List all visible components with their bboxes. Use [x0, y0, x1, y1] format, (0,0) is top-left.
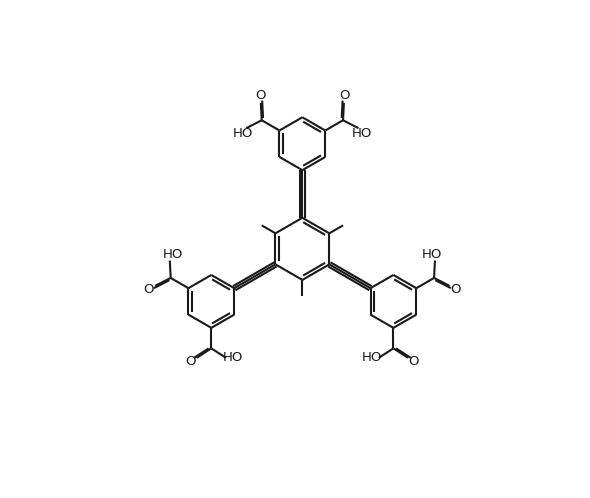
Text: O: O — [185, 355, 196, 368]
Text: O: O — [255, 89, 266, 102]
Text: O: O — [409, 355, 419, 368]
Text: HO: HO — [362, 351, 382, 365]
Text: HO: HO — [352, 127, 372, 140]
Text: HO: HO — [232, 127, 253, 140]
Text: O: O — [143, 282, 154, 295]
Text: HO: HO — [421, 249, 442, 261]
Text: HO: HO — [163, 249, 183, 261]
Text: HO: HO — [222, 351, 242, 365]
Text: O: O — [451, 282, 461, 295]
Text: O: O — [339, 89, 350, 102]
